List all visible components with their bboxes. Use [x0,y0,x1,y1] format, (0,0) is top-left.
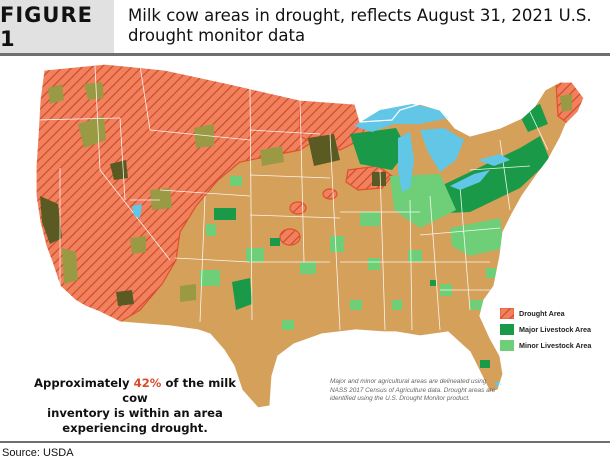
callout-prefix: Approximately [34,376,130,390]
legend-item-minor-livestock: Minor Livestock Area [500,338,608,352]
lake-huron [420,128,464,172]
drought-share-callout: Approximately 42% of the milk cow invent… [24,376,246,436]
source-credit: Source: USDA [2,447,74,459]
figure-label-box: FIGURE 1 [0,0,118,53]
callout-percent: 42% [133,376,162,390]
us-outline [35,63,585,409]
callout-suffix: of the milk cow [122,376,236,405]
drought-spot-colorado [279,228,301,246]
lake-ontario [478,154,510,166]
footer-rule [0,441,610,443]
state-borders [36,65,549,331]
livestock-in-drought-areas [40,82,572,306]
figure-title-line-2: drought monitor data [128,26,306,45]
water-bodies [132,104,510,386]
figure-title: Milk cow areas in drought, reflects Augu… [118,0,610,53]
figure-label: FIGURE 1 [0,2,93,51]
major-livestock-swatch [500,323,514,335]
legend-label-minor-livestock: Minor Livestock Area [519,340,592,350]
figure-title-line-1: Milk cow areas in drought, reflects Augu… [128,6,592,25]
figure-header: FIGURE 1 Milk cow areas in drought, refl… [0,0,610,53]
methodology-note: Major and minor agricultural areas are d… [330,378,496,403]
legend-item-drought: Drought Area [500,306,608,320]
lake-erie [450,170,490,190]
us-drought-map [0,56,610,434]
drought-spot-plains [289,201,307,215]
callout-line-1: Approximately 42% of the milk cow [24,376,246,406]
legend-label-drought: Drought Area [519,308,565,318]
callout-line-3: experiencing drought. [62,421,208,435]
legend-label-major-livestock: Major Livestock Area [519,324,592,334]
drought-spot-missouri [322,188,338,200]
great-salt-lake [132,204,142,218]
lake-michigan [398,132,414,192]
map-legend: Drought Area Major Livestock Area Minor … [500,306,608,354]
minor-livestock-swatch [500,339,514,351]
legend-item-major-livestock: Major Livestock Area [500,322,608,336]
callout-line-2: inventory is within an area [47,406,223,420]
drought-hatch-swatch [500,307,514,319]
header-rule [0,53,610,56]
map-svg [35,63,585,409]
lake-superior [354,104,448,132]
